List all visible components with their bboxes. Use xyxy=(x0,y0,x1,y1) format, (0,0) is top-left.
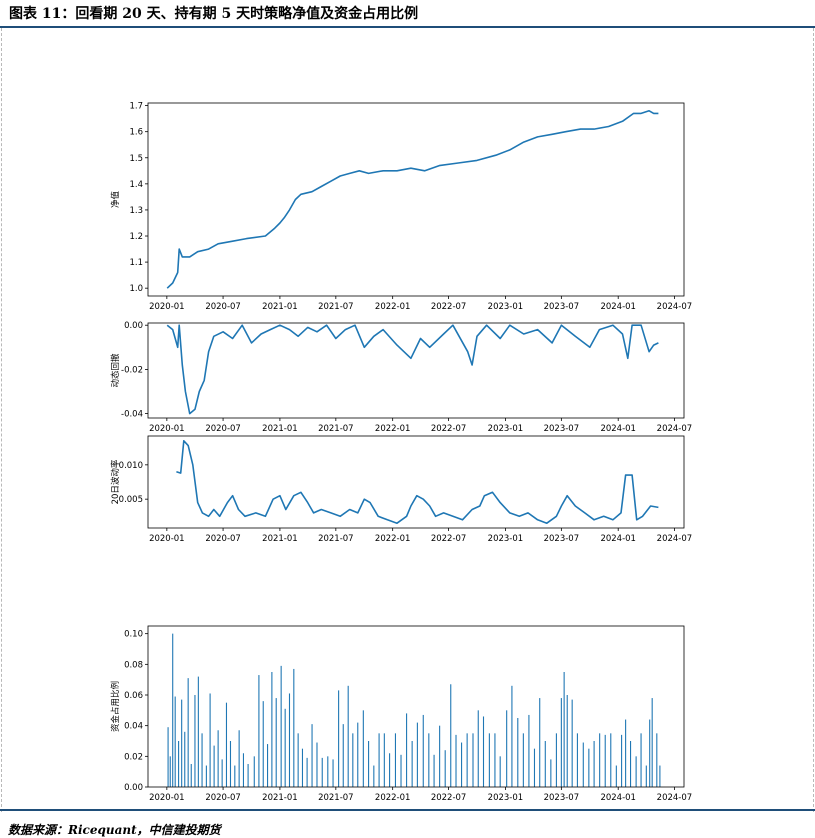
x-tick-label-3-1: 2020-07 xyxy=(205,534,241,544)
x-tick-label-2-4: 2022-01 xyxy=(375,424,411,434)
y-axis-label-1: 净值 xyxy=(110,191,121,209)
x-tick-label-2-9: 2024-07 xyxy=(657,424,693,434)
x-tick-label-3-0: 2020-01 xyxy=(149,534,185,544)
x-tick-label-2-6: 2023-01 xyxy=(488,424,524,434)
y-tick-label-1-3: 1.3 xyxy=(129,206,143,216)
plot-frame-2 xyxy=(147,322,685,419)
plot-frame-3 xyxy=(147,435,685,529)
y-axis-label-3: 20日波动率 xyxy=(110,459,121,504)
plot-frame-1 xyxy=(147,102,685,297)
x-tick-label-1-5: 2022-07 xyxy=(431,302,467,312)
y-tick-label-4-4: 0.02 xyxy=(124,752,143,762)
y-tick-label-4-2: 0.06 xyxy=(124,691,143,701)
x-tick-label-3-2: 2021-01 xyxy=(262,534,298,544)
x-tick-label-3-3: 2021-07 xyxy=(318,534,354,544)
source-note: 数据来源：Ricequant，中信建投期货 xyxy=(8,823,221,837)
x-tick-label-1-9: 2024-07 xyxy=(657,302,693,312)
x-tick-label-3-8: 2024-01 xyxy=(600,534,636,544)
x-tick-label-2-3: 2021-07 xyxy=(318,424,354,434)
y-tick-label-4-3: 0.04 xyxy=(124,722,143,732)
y-tick-label-4-5: 0.00 xyxy=(124,783,143,793)
x-tick-label-2-2: 2021-01 xyxy=(262,424,298,434)
plot-frame-4 xyxy=(147,625,685,788)
x-tick-label-2-0: 2020-01 xyxy=(149,424,185,434)
y-tick-label-1-5: 1.5 xyxy=(129,154,143,164)
x-tick-label-2-8: 2024-01 xyxy=(600,424,636,434)
x-tick-label-1-3: 2021-07 xyxy=(318,302,354,312)
x-tick-label-2-5: 2022-07 xyxy=(431,424,467,434)
x-tick-label-2-1: 2020-07 xyxy=(205,424,241,434)
x-tick-label-3-5: 2022-07 xyxy=(431,534,467,544)
y-axis-label-2: 动态回撤 xyxy=(110,353,121,388)
x-tick-label-1-2: 2021-01 xyxy=(262,302,298,312)
x-tick-label-4-7: 2023-07 xyxy=(544,793,580,803)
x-tick-label-3-4: 2022-01 xyxy=(375,534,411,544)
x-tick-label-1-1: 2020-07 xyxy=(205,302,241,312)
y-tick-label-1-4: 1.4 xyxy=(129,180,143,190)
series-line-3 xyxy=(176,440,659,524)
x-tick-label-2-7: 2023-07 xyxy=(544,424,580,434)
x-tick-label-4-9: 2024-07 xyxy=(657,793,693,803)
x-tick-label-4-1: 2020-07 xyxy=(205,793,241,803)
x-tick-label-4-6: 2023-01 xyxy=(488,793,524,803)
series-line-2 xyxy=(166,324,659,415)
x-tick-label-1-0: 2020-01 xyxy=(149,302,185,312)
y-tick-label-3-1: 0.005 xyxy=(119,495,143,505)
figure-title: 图表 11：回看期 20 天、持有期 5 天时策略净值及资金占用比例 xyxy=(9,6,419,22)
x-tick-label-4-8: 2024-01 xyxy=(600,793,636,803)
y-tick-label-1-0: 1.0 xyxy=(129,284,143,294)
y-tick-label-3-0: 0.010 xyxy=(119,461,143,471)
frame-left-border xyxy=(1,28,2,812)
x-tick-label-1-6: 2023-01 xyxy=(488,302,524,312)
y-tick-label-1-2: 1.2 xyxy=(129,232,143,242)
x-tick-label-4-3: 2021-07 xyxy=(318,793,354,803)
y-tick-label-1-7: 1.7 xyxy=(129,102,143,112)
y-axis-label-4: 资金占用比例 xyxy=(110,681,121,732)
y-tick-label-1-1: 1.1 xyxy=(129,258,143,268)
series-line-1 xyxy=(166,110,659,289)
y-tick-label-2-1: -0.02 xyxy=(121,365,143,375)
y-tick-label-4-1: 0.08 xyxy=(124,660,143,670)
y-tick-label-2-2: -0.04 xyxy=(121,410,143,420)
x-tick-label-1-8: 2024-01 xyxy=(600,302,636,312)
bottom-rule xyxy=(0,809,815,811)
title-rule xyxy=(0,26,815,28)
y-tick-label-1-6: 1.6 xyxy=(129,128,143,138)
x-tick-label-4-0: 2020-01 xyxy=(149,793,185,803)
frame-right-border xyxy=(813,28,814,812)
y-tick-label-4-0: 0.10 xyxy=(124,630,143,640)
x-tick-label-1-7: 2023-07 xyxy=(544,302,580,312)
x-tick-label-3-7: 2023-07 xyxy=(544,534,580,544)
x-tick-label-4-4: 2022-01 xyxy=(375,793,411,803)
x-tick-label-1-4: 2022-01 xyxy=(375,302,411,312)
x-tick-label-3-6: 2023-01 xyxy=(488,534,524,544)
y-tick-label-2-0: 0.00 xyxy=(124,321,143,331)
x-tick-label-4-2: 2021-01 xyxy=(262,793,298,803)
x-tick-label-3-9: 2024-07 xyxy=(657,534,693,544)
x-tick-label-4-5: 2022-07 xyxy=(431,793,467,803)
